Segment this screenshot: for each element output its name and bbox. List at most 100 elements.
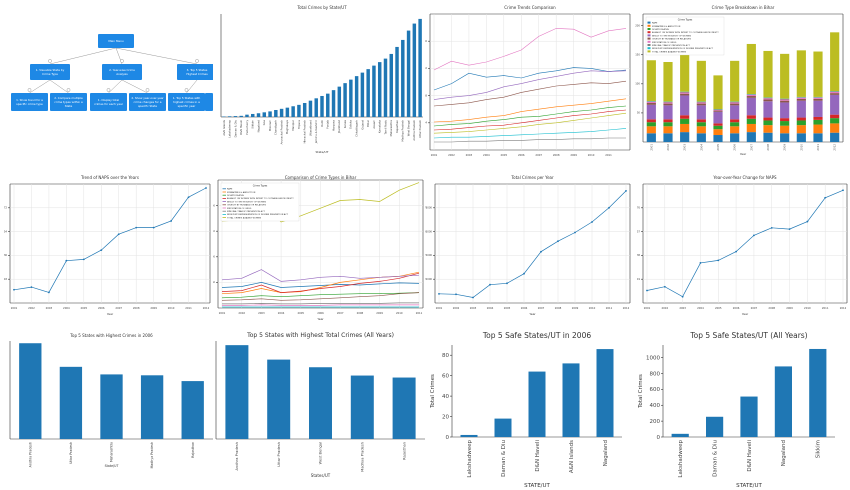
y-tick-label: 76 xyxy=(637,206,641,210)
main-menu-node-label: Main Menu xyxy=(108,39,123,43)
x-axis-label: Year xyxy=(317,317,324,320)
x-tick-label: 2009 xyxy=(376,311,383,315)
x-tick-label: 2004 xyxy=(699,144,703,151)
x-tick-label: 2006 xyxy=(733,144,737,151)
x-tick-label: Daman & Diu xyxy=(233,120,237,138)
bar-segment-total-crimes-against-women-2007 xyxy=(746,43,756,94)
bar-uttarakhand xyxy=(308,100,313,117)
x-tick-label: Mizoram xyxy=(268,120,272,132)
x-tick-label: 2002 xyxy=(28,306,35,310)
bar-segment-kidnapping-abduction-2011 xyxy=(813,124,823,134)
x-tick-label: Sikkim xyxy=(251,120,255,129)
legend-swatch xyxy=(647,37,651,40)
x-tick-label: 2010 xyxy=(799,144,803,151)
chart-panel-top5-2006: Top 5 States with Highest Crimes in 2006… xyxy=(0,325,213,490)
data-point xyxy=(806,220,809,223)
series-line-17becf xyxy=(433,128,627,139)
x-tick-label: 2009 xyxy=(572,306,579,310)
chart-title: Crime Trends Comparison xyxy=(504,5,556,10)
x-axis-label: Year xyxy=(740,152,747,156)
bar-segment-assault-on-women-with-intent-to-outrage-her-modesty-2007 xyxy=(746,115,756,119)
legend-swatch xyxy=(647,21,651,24)
x-tick-label: Punjab xyxy=(326,120,330,129)
x-tick-label: 2012 xyxy=(203,306,210,310)
legend-label: IMPORTATION OF GIRLS xyxy=(227,207,252,210)
menu-option-node-2-label: 2. Year-wise Crime xyxy=(109,68,135,72)
bar-segment-kidnapping-abduction-2012 xyxy=(830,123,840,133)
chart-title: Top 5 Safe States/UT in 2006 xyxy=(482,331,591,340)
bar-segment-immoral-traffic-prevention-act-2004 xyxy=(696,101,706,103)
bar-andhra-pradesh xyxy=(225,345,249,439)
x-axis-label: STATE/UT xyxy=(736,483,762,489)
bar-segment-total-crimes-against-women-2009 xyxy=(780,53,790,99)
bar-segment-cruelty-by-husband-or-relatives-2006 xyxy=(730,103,740,106)
x-tick-label: Puducherry xyxy=(245,120,249,135)
y-tick-label: 1.36 xyxy=(425,39,427,43)
bar-segment-importation-of-girls-2010 xyxy=(796,97,806,99)
x-tick-label: 2001 xyxy=(644,306,651,310)
data-point xyxy=(735,250,737,253)
sub-option-node-1 xyxy=(11,93,48,111)
connector-line xyxy=(121,79,148,94)
sub-option-node-5 xyxy=(168,93,205,111)
y-tick-label: 0.34 xyxy=(425,121,427,125)
x-tick-label: 2002 xyxy=(448,153,455,157)
bar-assam xyxy=(372,65,376,117)
bar-segment-importation-of-girls-2003 xyxy=(680,92,690,94)
data-point xyxy=(608,206,610,209)
y-tick-label: 1000 xyxy=(646,356,660,362)
x-tick-label: Chandigarh xyxy=(274,120,278,135)
series-line-dowry-deaths xyxy=(221,292,420,299)
y-tick-label: 57 xyxy=(637,229,641,233)
bar-maharashtra xyxy=(389,53,393,117)
sub-option-node-4-label: specific State xyxy=(138,104,157,108)
sub-option-node-1-label: 1. Show trend for a xyxy=(16,98,43,102)
data-point xyxy=(625,189,627,192)
bar-segment-importation-of-girls-2009 xyxy=(780,99,790,101)
sub-option-node-3 xyxy=(90,93,127,111)
bar-segment-rape-2009 xyxy=(780,133,790,142)
bar-tripura xyxy=(297,104,301,117)
x-tick-label: 2002 xyxy=(453,306,460,310)
data-point xyxy=(557,240,559,243)
bar-andhra-pradesh xyxy=(19,343,42,439)
bar-jharkhand xyxy=(337,86,342,117)
bar-segment-immoral-traffic-prevention-act-2012 xyxy=(830,91,840,92)
bar-segment-importation-of-girls-2006 xyxy=(730,102,740,104)
bar-segment-insult-to-the-modesty-of-women-2003 xyxy=(680,95,690,116)
sub-option-node-4-label: 2. Show year-over-year xyxy=(131,96,164,100)
total-crimes-per-year-chart: Total Crimes per Year 322000 374000 426000 4… xyxy=(425,175,631,316)
bar-nagaland xyxy=(774,366,792,437)
x-tick-label: 2005 xyxy=(297,311,304,315)
series-line-2ca02c xyxy=(433,105,627,127)
bar-segment-total-crimes-against-women-2012 xyxy=(830,32,840,92)
data-point xyxy=(717,259,720,262)
x-tick-label: 2009 xyxy=(786,306,793,310)
connector-node xyxy=(184,88,189,92)
bar-segment-rape-2004 xyxy=(696,133,706,142)
x-tick-label: 2007 xyxy=(115,306,122,310)
bar-segment-kidnapping-abduction-2003 xyxy=(680,123,690,133)
data-point xyxy=(646,289,648,292)
series-line-assault-on-women-with-intent-to-outrage-her-modesty xyxy=(221,272,420,293)
sub-option-node-3-label: 1. Display total xyxy=(98,98,119,102)
bar-madhya-pradesh xyxy=(401,39,405,117)
bar-manipur xyxy=(291,106,295,117)
x-tick-label: Uttarakhand xyxy=(308,120,312,137)
bar-segment-rape-2005 xyxy=(713,135,723,142)
x-tick-label: Delhi xyxy=(320,120,324,127)
bar-segment-immoral-traffic-prevention-act-2001 xyxy=(646,101,656,102)
bar-segment-assault-on-women-with-intent-to-outrage-her-modesty-2003 xyxy=(680,115,690,119)
x-tick-label: 2011 xyxy=(605,153,612,157)
sub-option-node-2 xyxy=(50,93,87,111)
data-point xyxy=(699,262,702,264)
legend-box xyxy=(645,16,725,56)
x-tick-label: 2006 xyxy=(518,153,525,157)
series-line-1f77b4 xyxy=(13,187,207,293)
x-tick-label: Madhya Pradesh xyxy=(150,442,154,468)
menu-option-node-1 xyxy=(30,64,70,80)
bar-chandigarh xyxy=(274,109,278,117)
data-point xyxy=(591,221,593,223)
x-tick-label: Rajasthan xyxy=(191,442,195,458)
legend-label: INSULT TO THE MODESTY OF WOMEN xyxy=(652,35,691,37)
